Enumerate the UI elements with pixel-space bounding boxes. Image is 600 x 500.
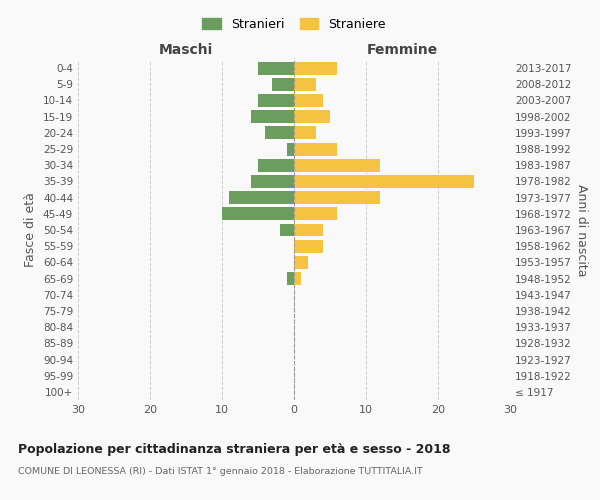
- Bar: [294, 78, 316, 91]
- Bar: [258, 94, 294, 107]
- Text: COMUNE DI LEONESSA (RI) - Dati ISTAT 1° gennaio 2018 - Elaborazione TUTTITALIA.I: COMUNE DI LEONESSA (RI) - Dati ISTAT 1° …: [18, 468, 423, 476]
- Bar: [294, 126, 316, 140]
- Bar: [294, 62, 337, 74]
- Bar: [229, 191, 294, 204]
- Bar: [272, 78, 294, 91]
- Bar: [294, 94, 323, 107]
- Bar: [222, 208, 294, 220]
- Text: Femmine: Femmine: [367, 43, 437, 57]
- Bar: [265, 126, 294, 140]
- Text: Maschi: Maschi: [159, 43, 213, 57]
- Bar: [294, 224, 323, 236]
- Bar: [251, 175, 294, 188]
- Bar: [294, 110, 330, 123]
- Bar: [294, 272, 301, 285]
- Text: Popolazione per cittadinanza straniera per età e sesso - 2018: Popolazione per cittadinanza straniera p…: [18, 442, 451, 456]
- Legend: Stranieri, Straniere: Stranieri, Straniere: [199, 14, 389, 34]
- Bar: [251, 110, 294, 123]
- Bar: [294, 208, 337, 220]
- Bar: [280, 224, 294, 236]
- Bar: [294, 191, 380, 204]
- Y-axis label: Fasce di età: Fasce di età: [25, 192, 37, 268]
- Bar: [294, 142, 337, 156]
- Bar: [287, 272, 294, 285]
- Bar: [294, 159, 380, 172]
- Bar: [294, 256, 308, 269]
- Bar: [294, 175, 474, 188]
- Bar: [287, 142, 294, 156]
- Y-axis label: Anni di nascita: Anni di nascita: [575, 184, 588, 276]
- Bar: [294, 240, 323, 252]
- Bar: [258, 159, 294, 172]
- Bar: [258, 62, 294, 74]
